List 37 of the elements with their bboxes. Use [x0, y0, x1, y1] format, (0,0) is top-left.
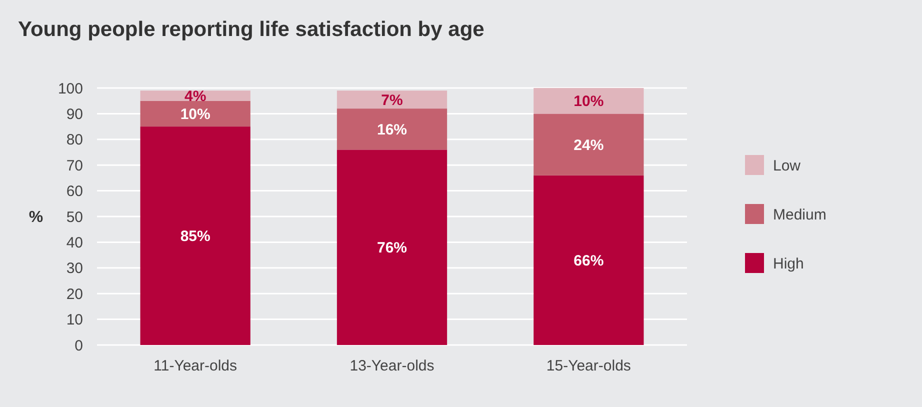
y-tick-label: 10 [66, 312, 83, 329]
bar [336, 150, 448, 345]
chart-title: Young people reporting life satisfaction by age [18, 18, 484, 41]
x-tick-label: 11-Year-olds [154, 357, 238, 374]
bar [140, 90, 250, 101]
legend-label: Low [773, 157, 801, 174]
data-label: 16% [376, 121, 408, 138]
data-label: 4% [184, 88, 206, 105]
bar [534, 175, 644, 345]
y-tick-label: 0 [74, 337, 83, 354]
data-label: 85% [180, 228, 210, 246]
data-label: 10% [180, 106, 210, 123]
y-tick-label: 20 [66, 286, 83, 303]
y-tick-label: 60 [66, 183, 83, 200]
legend-label: Medium [773, 206, 826, 224]
y-tick-label: 70 [66, 157, 83, 174]
bar [140, 100, 250, 127]
y-tick-label: 50 [66, 208, 83, 226]
bar [336, 108, 448, 150]
data-label: 24% [574, 136, 604, 154]
y-tick-label: 80 [66, 132, 83, 149]
x-tick-label: 13-Year-olds [350, 357, 434, 374]
y-axis-title: % [28, 209, 44, 226]
legend-label: High [773, 255, 804, 272]
y-tick-label: 90 [66, 106, 83, 123]
bar [534, 114, 644, 176]
data-label: 10% [574, 93, 604, 110]
data-label: 7% [381, 92, 403, 109]
bar [336, 90, 448, 109]
y-tick-label: 100 [58, 80, 83, 98]
y-tick-label: 30 [66, 260, 83, 278]
bar [534, 88, 644, 114]
x-tick-label: 15-Year-olds [546, 357, 631, 374]
y-tick-label: 40 [66, 234, 83, 252]
data-label: 66% [574, 252, 604, 270]
data-label: 76% [376, 240, 408, 257]
bar [140, 126, 250, 345]
